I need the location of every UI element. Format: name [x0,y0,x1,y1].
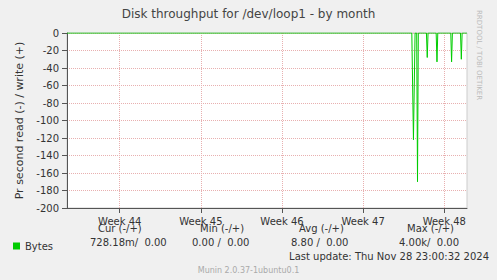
svg-text:Week 48: Week 48 [423,216,466,227]
svg-text:Munin 2.0.37-1ubuntu0.1: Munin 2.0.37-1ubuntu0.1 [198,266,300,275]
svg-text:-40: -40 [43,63,59,74]
svg-text:0.00 / 0.00: 0.00 / 0.00 [192,237,249,248]
svg-text:-100: -100 [36,115,59,126]
svg-text:-60: -60 [43,80,59,91]
svg-text:Disk throughput for /dev/loop1: Disk throughput for /dev/loop1 - by mont… [122,7,376,21]
svg-text:Week 46: Week 46 [260,216,303,227]
svg-text:-160: -160 [36,168,59,179]
svg-text:-180: -180 [36,185,59,196]
svg-text:8.80 / 0.00: 8.80 / 0.00 [291,237,348,248]
svg-text:0: 0 [53,28,59,39]
svg-text:-20: -20 [43,45,59,56]
svg-text:-200: -200 [36,203,59,214]
svg-text:Last update: Thu Nov 28 23:00:: Last update: Thu Nov 28 23:00:32 2024 [289,251,489,262]
svg-text:-140: -140 [36,150,59,161]
svg-text:Week 44: Week 44 [98,216,141,227]
svg-text:Week 47: Week 47 [341,216,384,227]
svg-text:RRDTOOL / TOBI OETIKER: RRDTOOL / TOBI OETIKER [475,10,483,100]
svg-text:Max (-/+): Max (-/+) [407,222,454,234]
svg-text:Cur (-/+): Cur (-/+) [98,222,142,234]
svg-text:Min (-/+): Min (-/+) [200,222,245,234]
svg-text:-80: -80 [43,98,59,109]
svg-text:4.00k/ 0.00: 4.00k/ 0.00 [399,237,459,248]
svg-text:Pr second read (-) / write (+): Pr second read (-) / write (+) [13,42,26,200]
svg-text:Bytes: Bytes [25,241,53,252]
svg-text:Avg (-/+): Avg (-/+) [299,223,344,234]
svg-text:728.18m/ 0.00: 728.18m/ 0.00 [90,237,167,248]
svg-text:Week 45: Week 45 [179,216,222,227]
svg-text:-120: -120 [36,133,59,144]
